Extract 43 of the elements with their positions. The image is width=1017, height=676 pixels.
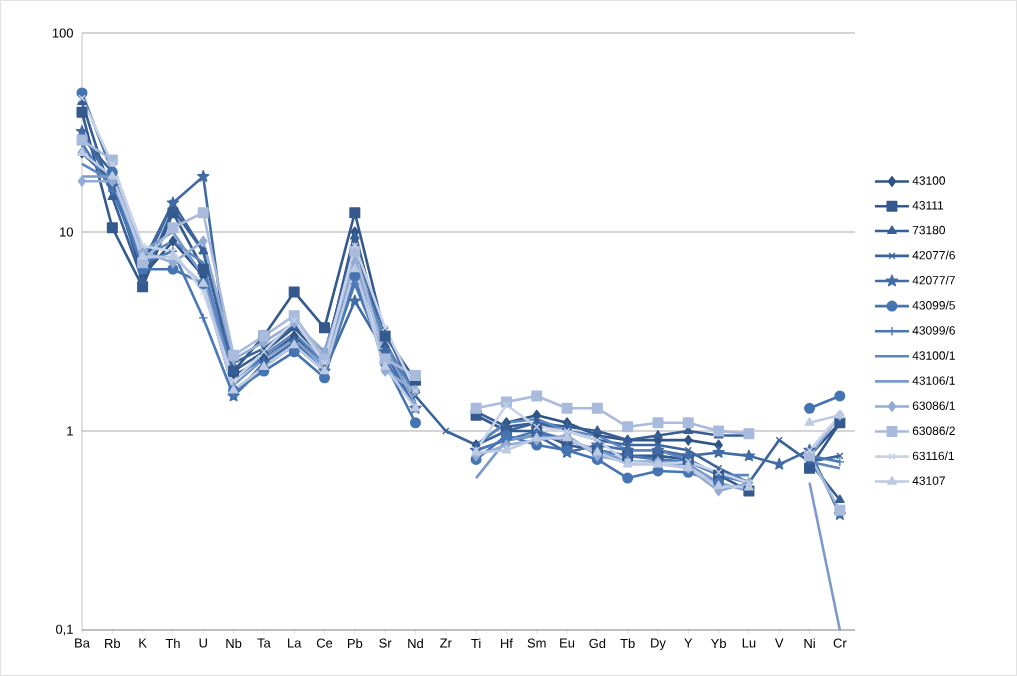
legend-label: 43111: [912, 201, 944, 210]
legend-label: 43099/5: [912, 300, 955, 310]
x-tick-label: Hf: [500, 638, 513, 648]
x-tick-label: Eu: [560, 638, 575, 648]
x-tick-label: Sm: [527, 638, 546, 648]
x-tick-label: Yb: [710, 638, 726, 649]
legend-label: 63086/1: [912, 401, 955, 410]
x-tick-label: V: [774, 638, 784, 648]
y-tick-label: 0,1: [55, 624, 73, 636]
x-tick-label: Nd: [408, 638, 423, 649]
x-tick-label: Ti: [471, 638, 481, 648]
y-tick-label: 10: [60, 227, 73, 237]
x-tick-label: Ta: [257, 638, 271, 648]
legend-label: 42077/7: [912, 275, 955, 285]
x-tick-label: K: [139, 638, 147, 648]
x-tick-label: Y: [684, 638, 693, 648]
x-tick-label: Pb: [347, 638, 363, 649]
x-tick-label: Dy: [651, 638, 666, 651]
x-tick-label: Tb: [620, 638, 635, 649]
legend-label: 43106/1: [912, 376, 955, 385]
x-tick-label: Sr: [379, 638, 392, 648]
legend-label: 43100/1: [912, 350, 955, 360]
x-tick-label: Th: [165, 638, 180, 648]
x-tick-label: U: [199, 638, 207, 648]
x-tick-label: Cr: [833, 638, 847, 648]
y-tick-label: 1: [67, 426, 73, 436]
legend-label: 43107: [912, 476, 945, 485]
x-tick-label: Nb: [226, 638, 242, 649]
legend-label: 43100: [912, 176, 946, 185]
x-tick-label: Ce: [316, 638, 333, 648]
legend-label: 63116/1: [912, 451, 954, 461]
legend-label: 73180: [912, 225, 946, 235]
x-tick-label: Rb: [105, 638, 121, 649]
x-tick-label: Zr: [440, 638, 452, 648]
legend-label: 63086/2: [912, 426, 955, 436]
legend-label: 43099/6: [912, 325, 955, 335]
x-tick-label: Ba: [75, 638, 90, 648]
x-tick-label: Lu: [742, 638, 756, 648]
x-tick-label: Ni: [804, 638, 815, 648]
y-tick-label: 100: [52, 28, 73, 38]
x-tick-label: La: [288, 638, 302, 648]
legend-label: 42077/6: [912, 250, 955, 260]
x-tick-label: Gd: [589, 638, 606, 649]
